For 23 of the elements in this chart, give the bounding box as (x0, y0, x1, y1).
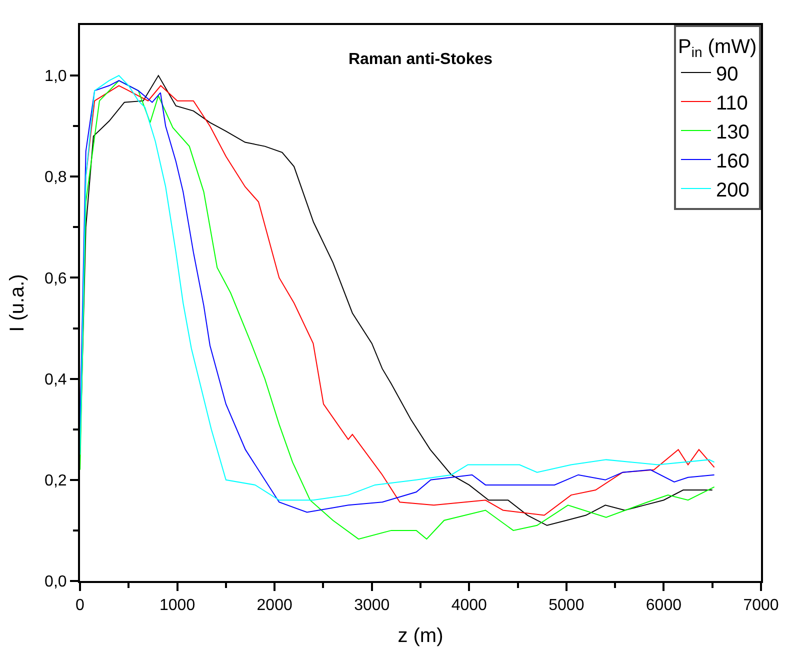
x-axis-title: z (m) (398, 625, 444, 648)
y-tick-label: 0,0 (44, 574, 67, 591)
legend-title: P$_{in}$ (mW) (678, 36, 757, 60)
y-tick-label: 0,6 (44, 270, 67, 288)
x-tick-label: 4000 (451, 597, 488, 614)
x-tick-label: 2000 (256, 597, 292, 614)
x-tick-label: 1000 (159, 597, 196, 614)
y-tick-label: 0,4 (44, 371, 67, 388)
y-tick-label: 0,2 (44, 472, 67, 490)
legend-label: 200 (716, 179, 750, 202)
legend-label: 130 (716, 121, 750, 144)
x-tick-label: 0 (76, 597, 85, 614)
x-tick-label: 3000 (354, 597, 390, 614)
y-tick-label: 0,8 (44, 169, 67, 186)
y-axis-title: I (u.a.) (6, 274, 29, 332)
x-tick-label: 7000 (743, 597, 779, 614)
legend-label: 160 (716, 150, 750, 172)
legend-label: 110 (716, 92, 748, 114)
y-tick-label: 1,0 (44, 68, 67, 86)
x-tick-label: 6000 (646, 597, 682, 614)
text: Raman anti-Stokes (348, 51, 493, 68)
legend-label: 90 (716, 63, 738, 86)
x-tick-label: 5000 (548, 597, 584, 614)
